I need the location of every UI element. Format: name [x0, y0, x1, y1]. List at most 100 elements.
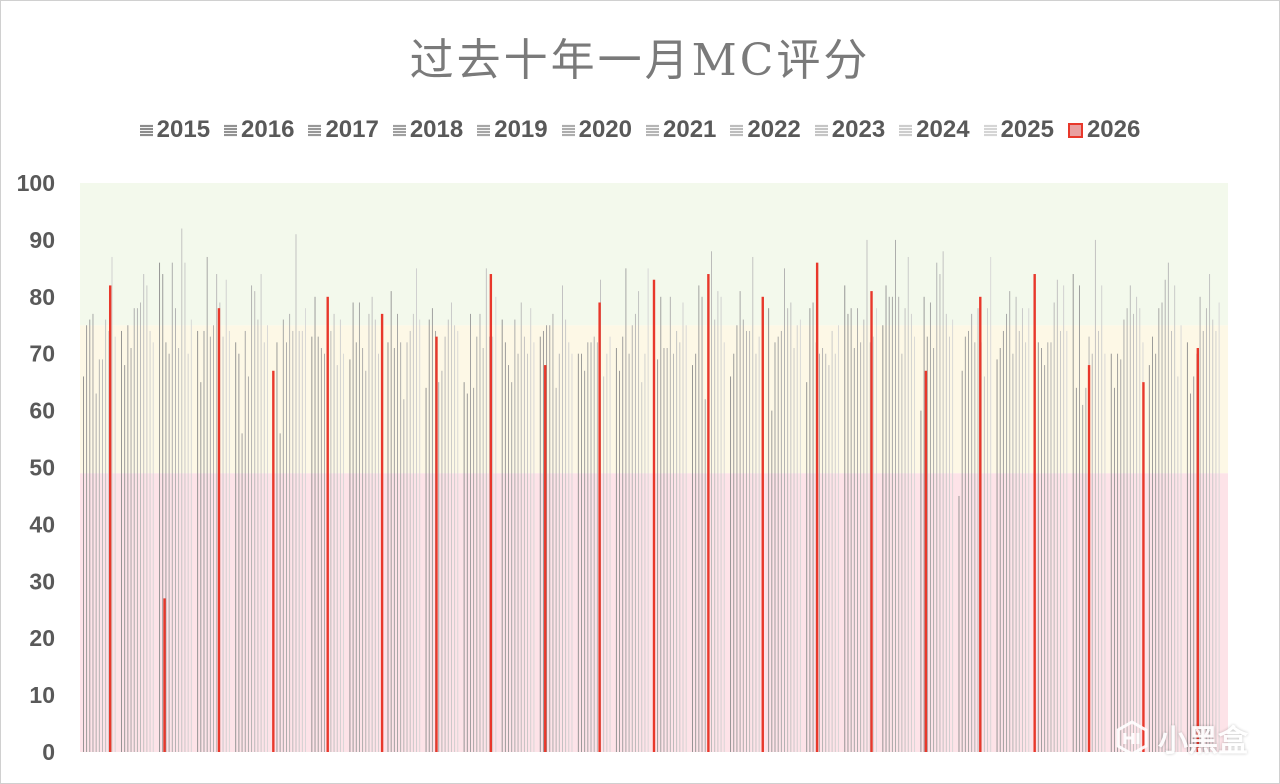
bar-2018-3	[206, 256, 208, 752]
bar-2016-12	[542, 330, 544, 752]
bar-2024-17	[758, 336, 760, 752]
bar-2026-14	[870, 291, 873, 752]
bar-2016-2	[162, 274, 164, 752]
bar-2024-29	[1215, 330, 1217, 752]
bar-2017-2	[165, 342, 167, 752]
bar-2026-9	[598, 302, 601, 752]
bar-2020-15	[669, 296, 671, 752]
bar-2026-12	[761, 296, 764, 752]
bar-2026-3	[272, 370, 275, 752]
legend-label-2026: 2026	[1086, 116, 1141, 143]
bar-2016-23	[961, 370, 963, 752]
bar-2019-10	[476, 336, 478, 752]
bar-2024-21	[910, 313, 912, 752]
bar-2026-19	[1142, 382, 1145, 752]
bar-2018-11	[511, 382, 513, 752]
bar-2018-26	[1082, 404, 1084, 752]
bar-2019-24	[1009, 291, 1011, 752]
bar-2023-5	[298, 330, 300, 752]
bar-2024-10	[492, 336, 494, 752]
bar-2017-3	[203, 330, 205, 752]
y-tick-label-100: 100	[17, 170, 55, 196]
bar-2024-26	[1101, 285, 1103, 752]
bar-2017-10	[470, 313, 471, 752]
bar-2016-3	[200, 382, 202, 752]
bar-2016-16	[695, 353, 697, 752]
bar-2022-10	[485, 268, 487, 752]
bar-2015-24	[996, 359, 998, 752]
bar-2026-18	[1087, 365, 1091, 752]
bar-2020-19	[822, 348, 824, 752]
bar-2015-4	[235, 342, 237, 752]
bar-2020-17	[745, 330, 747, 752]
bar-2021-23	[977, 308, 979, 752]
bar-2020-9	[441, 370, 443, 752]
bar-2020-28	[1164, 279, 1166, 752]
bar-2016-0	[86, 325, 88, 752]
bar-2021-28	[1167, 262, 1169, 752]
bar-2024-20	[872, 336, 874, 752]
bar-2015-2	[159, 262, 161, 752]
bar-2015-10	[463, 382, 465, 752]
legend-label-2021: 2021	[663, 116, 717, 143]
bar-2018-21	[891, 296, 893, 752]
bar-2021-2	[178, 348, 180, 752]
bar-2016-14	[619, 370, 621, 752]
bar-2019-11	[514, 319, 516, 752]
bar-2026-17	[1033, 274, 1036, 752]
bar-2016-28	[1152, 336, 1153, 752]
bar-2023-17	[755, 353, 757, 752]
bar-2024-18	[796, 325, 798, 752]
bar-2021-6	[330, 330, 332, 752]
legend-swatch-2023	[814, 123, 828, 137]
legend-item-2016: 2016	[224, 116, 294, 144]
bar-2024-28	[1177, 376, 1179, 752]
bar-2016-10	[466, 393, 468, 752]
bar-2017-28	[1155, 353, 1157, 752]
bar-2023-28	[1174, 285, 1176, 752]
legend-item-2022: 2022	[730, 116, 801, 144]
bar-2019-25	[1047, 342, 1049, 752]
bar-2022-12	[562, 285, 563, 752]
bar-2021-11	[520, 302, 522, 752]
bar-2023-26	[1098, 330, 1100, 752]
bar-2026-13	[815, 262, 819, 752]
bar-2020-8	[403, 399, 405, 752]
bar-2023-2	[184, 262, 186, 752]
bar-2016-5	[276, 342, 278, 752]
bar-2016-25	[1037, 342, 1039, 752]
bar-2015-23	[958, 495, 960, 752]
bar-2023-8	[412, 313, 414, 752]
legend-swatch-2015	[139, 123, 153, 137]
bar-2017-0	[89, 319, 91, 752]
bar-2022-9	[447, 319, 449, 752]
bar-2025-19	[837, 325, 839, 752]
legend-label-2022: 2022	[747, 116, 801, 143]
bar-2022-21	[904, 308, 906, 752]
bar-2022-20	[866, 239, 868, 752]
bar-2017-8	[393, 348, 395, 752]
bar-2015-6	[311, 336, 313, 752]
bar-2020-22	[936, 262, 938, 752]
bar-2019-20	[857, 308, 858, 752]
y-tick-label-60: 60	[29, 398, 55, 424]
bar-2025-16	[723, 342, 725, 752]
bar-2018-1	[130, 348, 132, 752]
bar-2015-14	[615, 348, 617, 752]
bar-2021-13	[596, 342, 598, 752]
bar-2016-4	[238, 353, 240, 752]
bar-2018-17	[739, 291, 741, 752]
bar-2016-7	[352, 302, 354, 752]
bar-2022-6	[333, 313, 335, 752]
bar-2023-21	[907, 256, 909, 752]
bar-2022-7	[371, 296, 373, 752]
bar-2023-18	[793, 348, 795, 752]
bar-2019-23	[971, 313, 973, 752]
bar-2016-27	[1113, 387, 1115, 752]
bar-2021-25	[1053, 302, 1055, 752]
bar-2023-15	[679, 342, 681, 752]
bar-2021-5	[292, 330, 294, 752]
legend-label-2023: 2023	[831, 116, 886, 143]
bar-2022-22	[942, 251, 944, 752]
bar-2016-17	[733, 353, 735, 752]
